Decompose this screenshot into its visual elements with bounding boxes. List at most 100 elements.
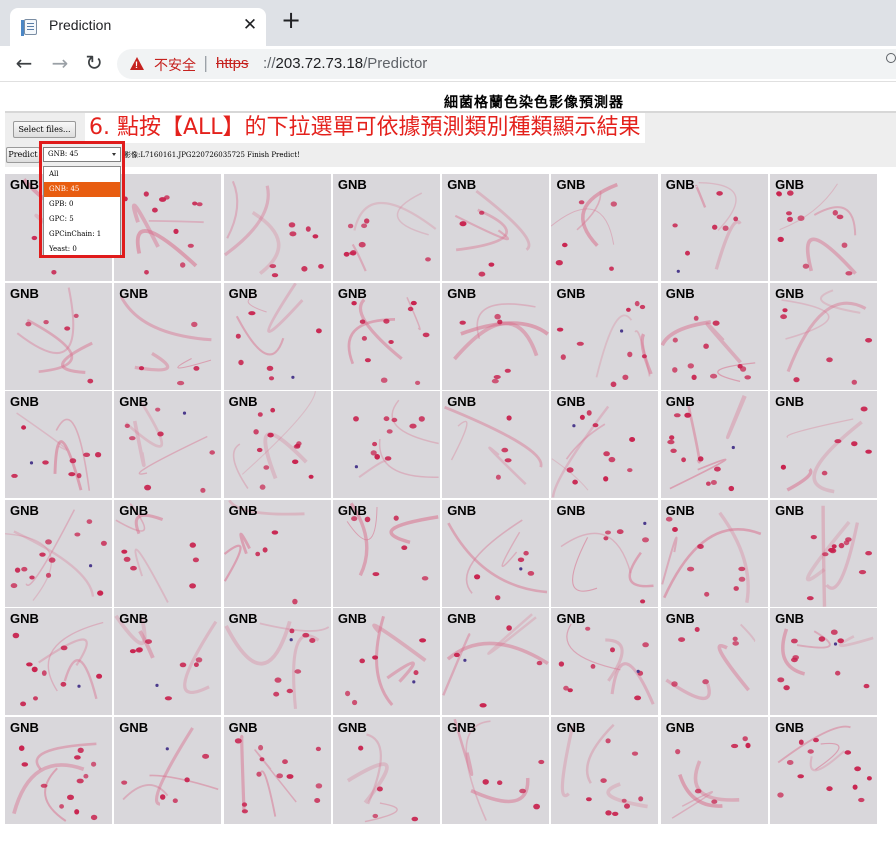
result-image-tile[interactable]: GNB: [660, 499, 768, 607]
dropdown-option[interactable]: GNB: 45: [44, 182, 120, 197]
result-image-tile[interactable]: GNB: [5, 608, 112, 716]
result-image-tile[interactable]: GNB: [114, 499, 222, 607]
prediction-label: GNB: [10, 611, 39, 627]
prediction-label: GNB: [556, 285, 586, 301]
result-image-tile[interactable]: GNB: [114, 391, 222, 499]
control-panel: Select files... Predict 6. 點按【ALL】的下拉選單可…: [5, 113, 896, 167]
security-label[interactable]: 不安全: [154, 58, 196, 74]
back-arrow-icon[interactable]: ←: [15, 51, 33, 75]
prediction-label: GNB: [228, 285, 258, 301]
result-image-tile[interactable]: GNB: [442, 391, 550, 499]
result-image-tile[interactable]: [114, 174, 222, 281]
result-image-tile[interactable]: [223, 174, 331, 281]
result-image-tile[interactable]: GNB: [551, 391, 659, 499]
microscopy-image: [551, 182, 619, 271]
result-image-tile[interactable]: GNB: [5, 391, 112, 499]
dropdown-option[interactable]: GPCinChain: 1: [49, 230, 102, 238]
result-image-tile[interactable]: GNB: [332, 608, 440, 716]
browser-toolbar: ← → ↻ ! 不安全 | https ://203.72.73.18/Pred…: [0, 46, 896, 82]
result-image-tile[interactable]: GNB: [332, 174, 440, 281]
prediction-label: GNB: [775, 611, 804, 627]
microscopy-image: [12, 742, 98, 822]
prediction-label: GNB: [337, 502, 367, 518]
prediction-label: GNB: [10, 502, 39, 518]
browser-tab[interactable]: Prediction ✕: [10, 8, 266, 46]
result-image-tile[interactable]: GNB: [660, 608, 768, 716]
result-image-tile[interactable]: GNB: [770, 391, 878, 499]
microscopy-image: [346, 733, 418, 823]
result-image-tile[interactable]: GNB: [660, 282, 768, 390]
prediction-label: GNB: [665, 611, 695, 627]
result-image-tile[interactable]: GNB: [332, 282, 440, 390]
prediction-label: GNB: [337, 285, 367, 301]
microscopy-image: [11, 412, 102, 491]
result-image-tile[interactable]: GNB: [551, 608, 659, 716]
microscopy-image: [12, 622, 104, 707]
status-text: 影像:L7160161.JPG220726035725 Finish Predi…: [124, 151, 300, 159]
result-image-tile[interactable]: GNB: [660, 174, 768, 281]
result-image-tile[interactable]: GNB: [551, 282, 659, 390]
result-image-tile[interactable]: [332, 391, 440, 499]
warning-triangle-icon[interactable]: !: [130, 57, 144, 70]
zoom-icon[interactable]: [886, 53, 896, 63]
instruction-callout: 6. 點按【ALL】的下拉選單可依據預測類別種類顯示結果: [85, 113, 645, 143]
result-image-tile[interactable]: GNB: [551, 499, 659, 607]
microscopy-image: [352, 399, 439, 479]
result-image-tile[interactable]: GNB: [442, 499, 550, 607]
forward-arrow-icon[interactable]: →: [51, 51, 69, 75]
prediction-label: GNB: [337, 719, 367, 735]
result-image-tile[interactable]: GNB: [442, 716, 550, 824]
prediction-label: GNB: [337, 177, 367, 192]
result-image-tile[interactable]: GNB: [332, 499, 440, 607]
result-image-tile[interactable]: GNB: [114, 716, 222, 824]
result-image-tile[interactable]: GNB: [5, 716, 112, 824]
result-image-tile[interactable]: GNB: [551, 174, 659, 281]
result-image-tile[interactable]: GNB: [442, 174, 550, 281]
microscopy-image: [442, 613, 550, 708]
microscopy-image: [672, 182, 742, 273]
result-image-tile[interactable]: GNB: [223, 499, 331, 607]
result-image-tile[interactable]: GNB: [770, 608, 878, 716]
result-image-tile[interactable]: GNB: [442, 608, 550, 716]
dropdown-option[interactable]: GPB: 0: [49, 200, 74, 208]
result-image-tile[interactable]: GNB: [332, 716, 440, 824]
select-files-button[interactable]: Select files...: [13, 121, 76, 138]
microscopy-image: [444, 406, 543, 486]
result-image-tile[interactable]: GNB: [223, 608, 331, 716]
microscopy-image: [123, 191, 205, 275]
close-icon[interactable]: ✕: [242, 15, 258, 35]
result-image-tile[interactable]: GNB: [770, 716, 878, 824]
result-image-tile[interactable]: GNB: [660, 716, 768, 824]
prediction-label: GNB: [119, 611, 149, 627]
dropdown-option[interactable]: All: [49, 170, 59, 178]
microscopy-image: [661, 511, 762, 603]
url-prefix: ://: [263, 55, 276, 72]
category-filter-select[interactable]: GNB: 45: [43, 147, 121, 162]
address-bar[interactable]: ! 不安全 | https ://203.72.73.18/Predictor: [117, 49, 896, 79]
reload-icon[interactable]: ↻: [85, 51, 103, 75]
result-image-tile[interactable]: GNB: [770, 174, 878, 281]
result-image-tile[interactable]: GNB: [5, 282, 112, 390]
result-image-tile[interactable]: GNB: [114, 608, 222, 716]
result-image-tile[interactable]: GNB: [5, 499, 112, 607]
result-image-tile[interactable]: GNB: [442, 282, 550, 390]
category-filter-value: GNB: 45: [48, 150, 79, 158]
prediction-label: GNB: [447, 719, 477, 735]
predict-button[interactable]: Predict: [6, 147, 40, 163]
result-image-tile[interactable]: GNB: [770, 282, 878, 390]
result-image-tile[interactable]: GNB: [114, 282, 222, 390]
result-image-tile[interactable]: GNB: [660, 391, 768, 499]
prediction-label: GNB: [665, 285, 695, 301]
plus-icon[interactable]: +: [280, 6, 302, 34]
dropdown-option[interactable]: Yeast: 0: [49, 245, 77, 253]
microscopy-image: [665, 624, 756, 701]
dropdown-option[interactable]: GPC: 5: [49, 215, 74, 223]
microscopy-image: [16, 286, 94, 384]
result-image-tile[interactable]: GNB: [223, 716, 331, 824]
result-image-tile[interactable]: GNB: [223, 282, 331, 390]
microscopy-image: [559, 624, 656, 706]
result-image-tile[interactable]: GNB: [223, 391, 331, 499]
result-image-tile[interactable]: GNB: [551, 716, 659, 824]
result-image-tile[interactable]: GNB: [770, 499, 878, 607]
url-scheme: https: [216, 55, 249, 72]
